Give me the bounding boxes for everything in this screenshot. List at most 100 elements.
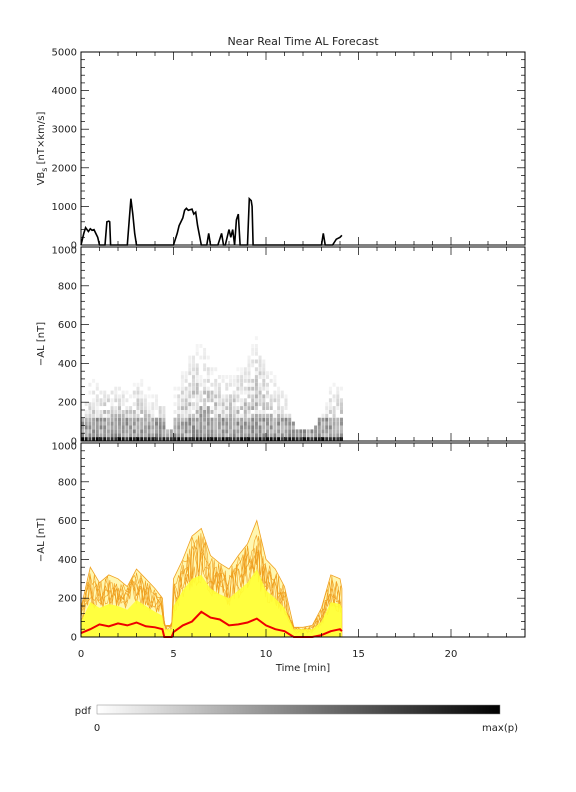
pdf-cell: [247, 375, 251, 379]
pdf-cell: [336, 390, 340, 395]
pdf-cell: [88, 429, 92, 434]
pdf-cell: [210, 390, 214, 395]
pdf-cell: [81, 417, 84, 422]
pdf-cell: [203, 410, 207, 414]
pdf-cell: [210, 433, 214, 438]
pdf-cell: [332, 410, 336, 414]
pdf-cell: [129, 429, 133, 434]
forecast-inner-area: [81, 569, 342, 637]
pdf-cell: [114, 410, 118, 414]
pdf-cell: [332, 433, 336, 438]
pdf-cell: [236, 375, 240, 379]
pdf-cell: [247, 355, 251, 360]
pdf-cell: [280, 425, 284, 430]
pdf-cell: [269, 398, 273, 403]
pdf-cell: [114, 406, 118, 410]
pdf-cell: [192, 359, 195, 364]
y-tick-label: 3000: [52, 125, 77, 136]
pdf-cell: [247, 410, 251, 414]
pdf-cell: [277, 394, 281, 399]
pdf-cell: [254, 347, 258, 352]
pdf-cell: [214, 382, 218, 387]
pdf-cell: [340, 437, 343, 441]
pdf-cell: [247, 378, 251, 383]
pdf-cell: [225, 375, 229, 379]
pdf-cell: [273, 413, 277, 418]
pdf-cell: [203, 386, 207, 391]
y-tick-label: 2000: [52, 163, 77, 174]
pdf-cell: [262, 437, 266, 441]
pdf-cell: [129, 417, 133, 422]
pdf-cell: [184, 406, 188, 410]
pdf-cell: [195, 429, 199, 434]
pdf-cell: [262, 363, 266, 368]
pdf-cell: [88, 425, 92, 430]
pdf-cell: [95, 437, 99, 441]
pdf-cell: [262, 433, 266, 438]
pdf-cell: [203, 390, 207, 395]
pdf-cell: [251, 378, 255, 383]
pdf-cell: [217, 413, 221, 418]
pdf-cell: [177, 402, 181, 407]
pdf-cell: [151, 433, 155, 438]
pdf-cell: [158, 437, 162, 441]
pdf-cell: [162, 437, 166, 441]
pdf-cell: [336, 386, 340, 391]
pdf-cell: [284, 398, 288, 403]
pdf-cell: [188, 421, 192, 426]
pdf-cell: [95, 386, 99, 391]
pdf-cell: [84, 429, 88, 434]
pdf-cell: [184, 371, 188, 376]
pdf-cell: [136, 402, 140, 407]
pdf-cell: [140, 421, 144, 426]
pdf-cell: [247, 406, 251, 410]
pdf-cell: [214, 406, 218, 410]
pdf-cell: [151, 413, 155, 418]
pdf-cell: [129, 421, 133, 426]
pdf-cell: [206, 378, 210, 383]
pdf-cell: [88, 413, 92, 418]
pdf-cell: [206, 355, 210, 360]
pdf-cell: [199, 398, 203, 403]
pdf-cell: [321, 429, 325, 434]
pdf-cell: [147, 429, 151, 434]
pdf-cell: [325, 410, 329, 414]
pdf-cell: [321, 413, 325, 418]
pdf-cell: [240, 402, 244, 407]
pdf-cell: [140, 429, 144, 434]
pdf-cell: [110, 417, 114, 422]
pdf-cell: [199, 378, 203, 383]
pdf-cell: [262, 429, 266, 434]
pdf-cell: [169, 433, 173, 438]
pdf-cell: [177, 398, 181, 403]
colorbar-label: pdf: [75, 706, 92, 717]
pdf-cell: [251, 344, 255, 348]
pdf-cell: [254, 375, 258, 379]
pdf-cell: [229, 394, 232, 399]
y-tick-label: 400: [58, 359, 77, 370]
pdf-cell: [258, 394, 262, 399]
pdf-cell: [151, 437, 155, 441]
pdf-cell: [206, 413, 210, 418]
pdf-cell: [188, 402, 192, 407]
pdf-cell: [288, 413, 292, 418]
pdf-cell: [210, 429, 214, 434]
pdf-cell: [232, 378, 236, 383]
pdf-cell: [162, 406, 166, 410]
pdf-cell: [240, 386, 244, 391]
pdf-cell: [269, 433, 273, 438]
pdf-cell: [258, 375, 262, 379]
pdf-cell: [199, 375, 203, 379]
pdf-cell: [247, 433, 251, 438]
pdf-cell: [325, 425, 329, 430]
pdf-cell: [328, 425, 332, 430]
pdf-cell: [325, 433, 329, 438]
pdf-cell: [232, 410, 236, 414]
pdf-cell: [184, 390, 188, 395]
pdf-cell: [340, 417, 343, 422]
pdf-cell: [284, 433, 288, 438]
pdf-cell: [188, 386, 192, 391]
pdf-cell: [240, 375, 244, 379]
pdf-cell: [140, 433, 144, 438]
pdf-cell: [247, 367, 251, 372]
